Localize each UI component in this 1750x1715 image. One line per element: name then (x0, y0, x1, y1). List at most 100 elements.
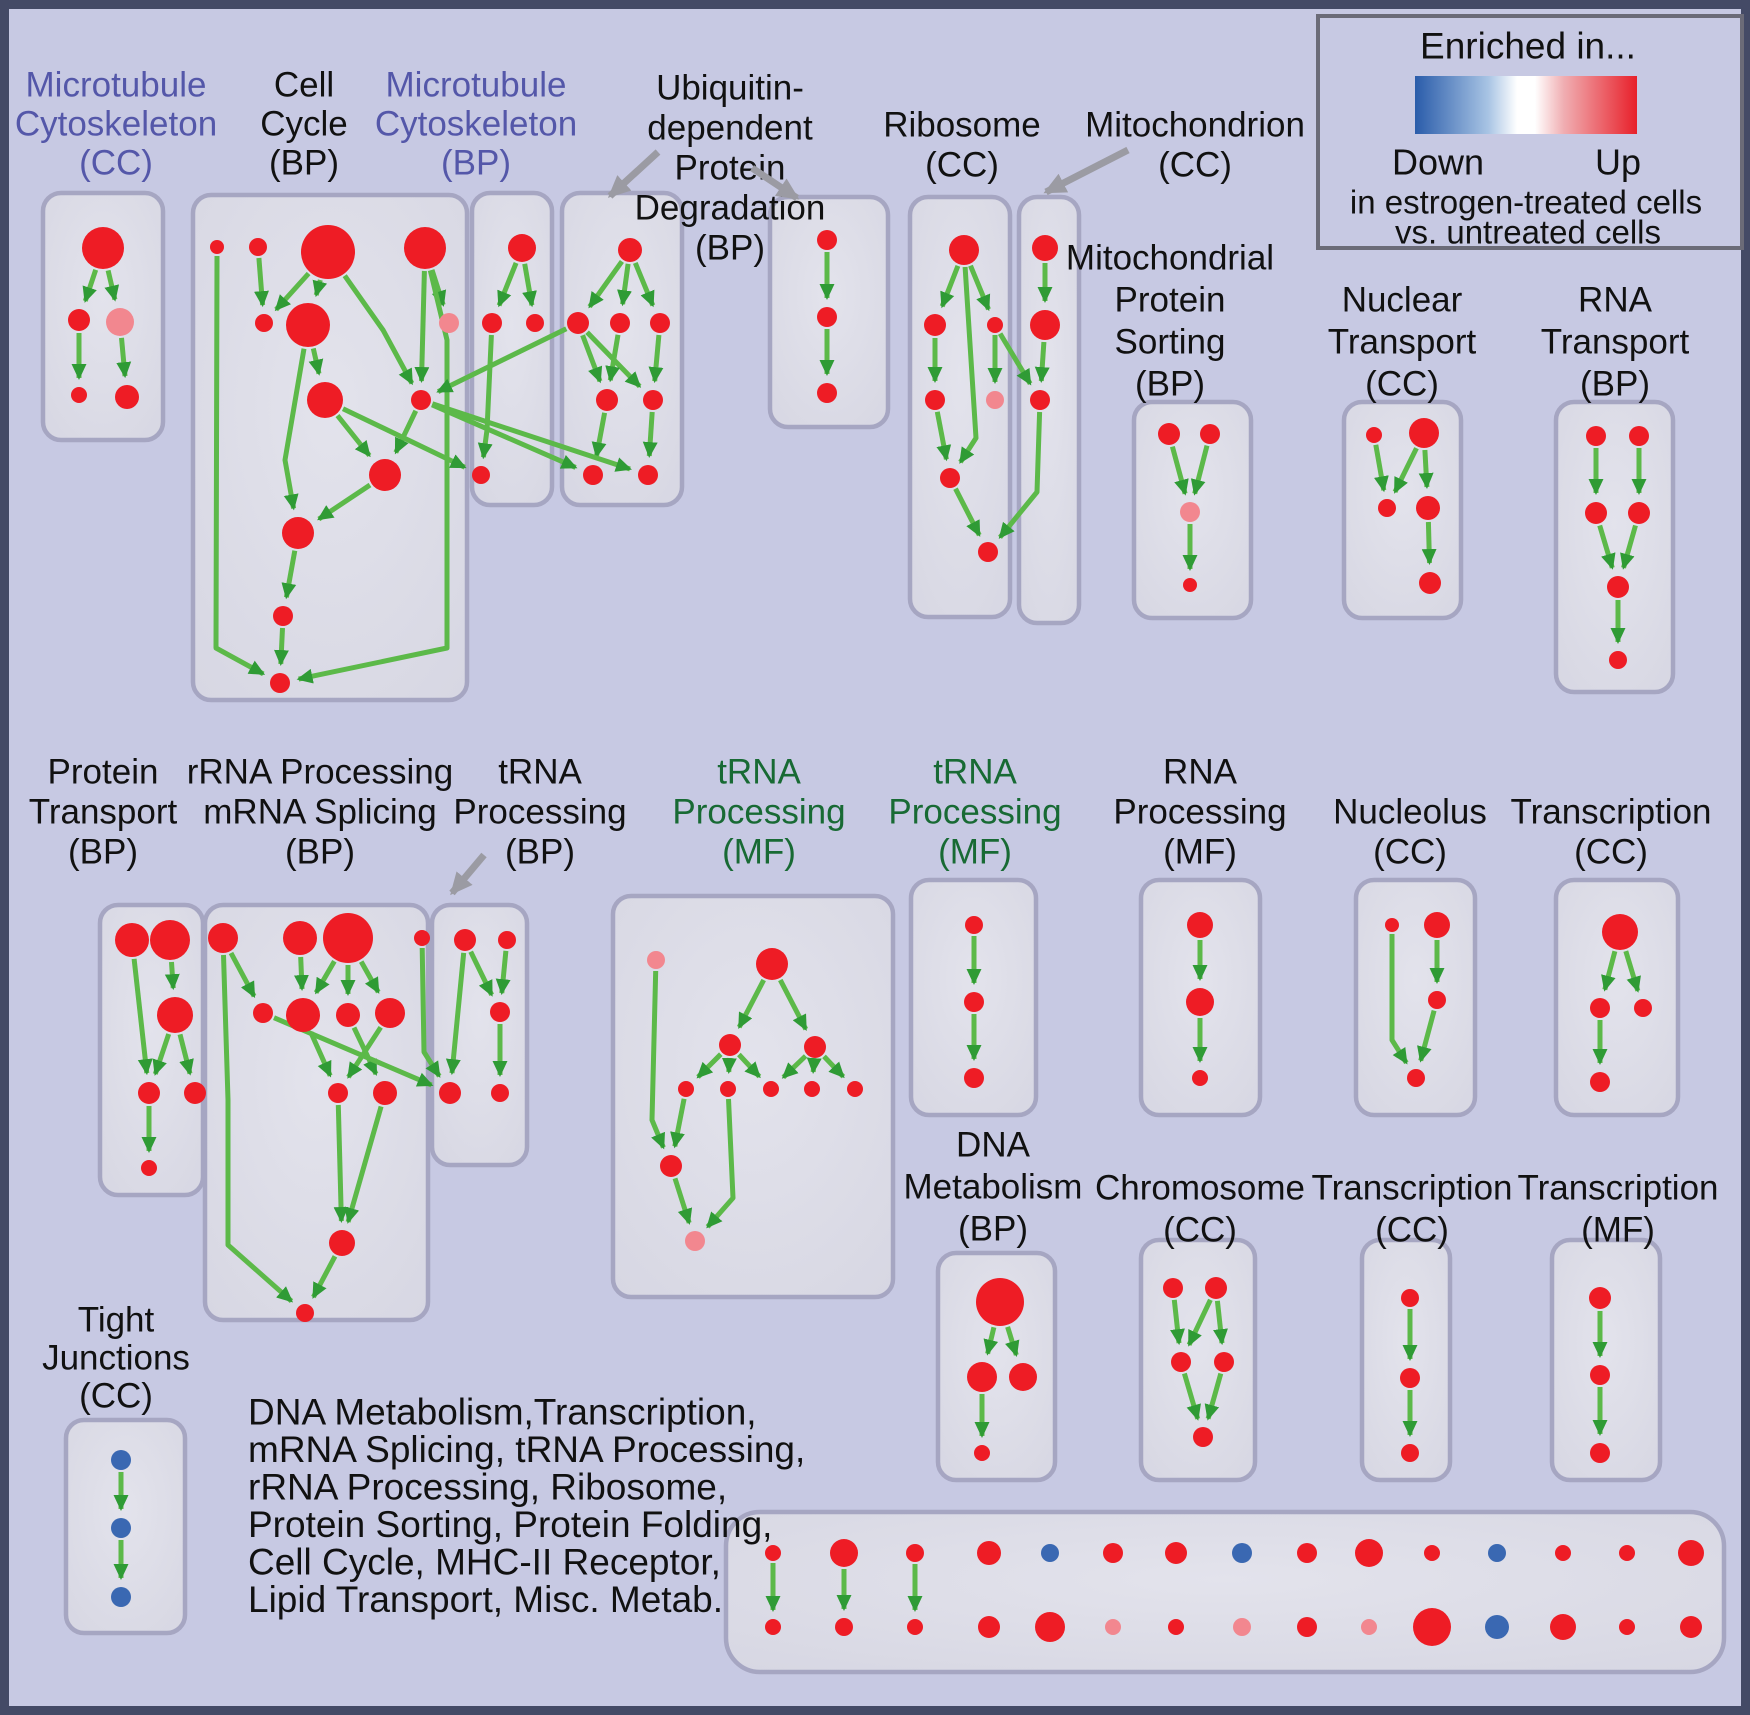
edge-arrow (696, 1052, 723, 1079)
transcription-mf-box (1549, 1237, 1663, 1483)
ribosome-label: Ribosome (883, 106, 1041, 145)
edge-arrow (1418, 449, 1434, 490)
trna-mf-large-node (756, 948, 788, 980)
mito-sorting-node (1180, 502, 1200, 522)
edge-arrow (998, 411, 1043, 539)
strip-node-bottom-4 (978, 1616, 1000, 1638)
rna-processing-mf-label: RNA (1163, 753, 1238, 792)
rna-processing-mf-label: Processing (1113, 793, 1286, 832)
transcription-cc-upper-node (1590, 1072, 1610, 1092)
microtubule-bp-box (469, 190, 555, 508)
protein-transport-label: (BP) (68, 833, 138, 872)
microtubule-cc-node (68, 309, 90, 331)
cell-cycle-node (270, 673, 290, 693)
ubiquitin-a-node (643, 390, 663, 410)
rna-transport-box (1553, 399, 1676, 695)
edge-arrow (213, 255, 266, 677)
edge-arrow (672, 1177, 693, 1225)
rna-transport-node (1586, 426, 1606, 446)
cell-cycle-node (439, 313, 459, 333)
edge-arrow (737, 1052, 762, 1079)
strip-node-top-4 (977, 1541, 1001, 1565)
rna-processing-mf-node (1186, 988, 1214, 1016)
ubiquitin-label: (BP) (695, 229, 765, 268)
microtubule-cc-node (115, 385, 139, 409)
rrna-mrna-node (414, 930, 430, 946)
edge-arrow (274, 271, 311, 312)
tight-junctions-label: (CC) (79, 1377, 153, 1416)
edge-arrow (781, 1054, 808, 1080)
transcription-cc-upper-node (1634, 999, 1652, 1017)
trna-bp-node (490, 1002, 510, 1022)
trna-mf-small-node (965, 916, 983, 934)
edge-arrow (939, 264, 961, 309)
edge-arrow (333, 1104, 349, 1224)
mitochondrion-node (1030, 390, 1050, 410)
strip-node-bottom-3 (907, 1619, 923, 1635)
ribosome-node (925, 390, 945, 410)
nucleolus-node (1428, 991, 1446, 1009)
edge-arrow (1421, 521, 1437, 566)
ubiquitin-b-node (817, 230, 837, 250)
rrna-mrna-node (253, 1003, 273, 1023)
edge-arrow (1597, 524, 1616, 570)
trna-mf-small-node (964, 992, 984, 1012)
protein-transport-node (115, 923, 149, 957)
rrna-mrna-node (336, 1003, 360, 1027)
edge-arrow (1601, 950, 1618, 992)
trna-bp-label: (BP) (505, 833, 575, 872)
trna-mf-large-node (804, 1081, 820, 1097)
ubiquitin-left-arrow (607, 149, 661, 199)
edge-arrow (648, 334, 664, 384)
edge-arrow (1373, 444, 1389, 493)
edge-arrow (344, 1105, 384, 1224)
microtubule-bp-node (482, 313, 502, 333)
rrna-mrna-label: rRNA Processing (187, 753, 453, 792)
trna-bp-label: Processing (453, 793, 626, 832)
footer-text-line: mRNA Splicing, tRNA Processing, (248, 1429, 805, 1470)
microtubule-cc-node (71, 387, 87, 403)
edge-arrow (312, 279, 328, 298)
edge-arrow (104, 269, 120, 302)
edge-arrow (164, 961, 180, 991)
cell-cycle-node (286, 303, 330, 347)
rrna-mrna-node (286, 998, 320, 1032)
cell-cycle-node (255, 314, 273, 332)
rna-transport-node (1628, 502, 1650, 524)
ubiquitin-label: Ubiquitin- (656, 69, 804, 108)
edge-arrow (1213, 1300, 1228, 1346)
rrna-mrna-node (375, 998, 405, 1028)
tight-junctions-label: Tight (78, 1301, 155, 1340)
nuclear-transport-node (1366, 427, 1382, 443)
trna-mf-large-label: (MF) (722, 833, 796, 872)
strip-node-bottom-11 (1413, 1608, 1451, 1646)
strip-node-top-13 (1555, 1545, 1571, 1561)
edge-arrow (436, 326, 568, 394)
nuclear-transport-label: Transport (1328, 323, 1477, 362)
trna-mf-large-node (847, 1081, 863, 1097)
footer-text-line: Protein Sorting, Protein Folding, (248, 1504, 772, 1545)
trna-mf-small-label: tRNA (933, 753, 1017, 792)
edge-arrow (522, 263, 537, 308)
ubiquitin-a-node (618, 238, 642, 262)
microtubule-cc-node (82, 227, 124, 269)
edge-arrow (282, 348, 307, 511)
microtubule-bp-label: Microtubule (386, 66, 567, 105)
microtubule-cc-label: Microtubule (26, 66, 207, 105)
ubiquitin-b-node (817, 307, 837, 327)
strip-node-top-7 (1165, 1542, 1187, 1564)
strip-node-bottom-5 (1035, 1612, 1065, 1642)
transcription-cc-upper-label: Transcription (1511, 793, 1712, 832)
strip-node-bottom-6 (1105, 1619, 1121, 1635)
edge-arrow (968, 264, 991, 312)
transcription-cc-upper-label: (CC) (1574, 833, 1648, 872)
rrna-mrna-node (328, 1083, 348, 1103)
microtubule-bp-node (526, 314, 544, 332)
microtubule-cc-label: (CC) (79, 144, 153, 183)
ubiquitin-a-node (638, 465, 658, 485)
protein-transport-node (138, 1082, 160, 1104)
edge-arrow (445, 952, 467, 1076)
footer-text-line: DNA Metabolism,Transcription, (248, 1392, 757, 1433)
edge-arrow (177, 1033, 194, 1076)
